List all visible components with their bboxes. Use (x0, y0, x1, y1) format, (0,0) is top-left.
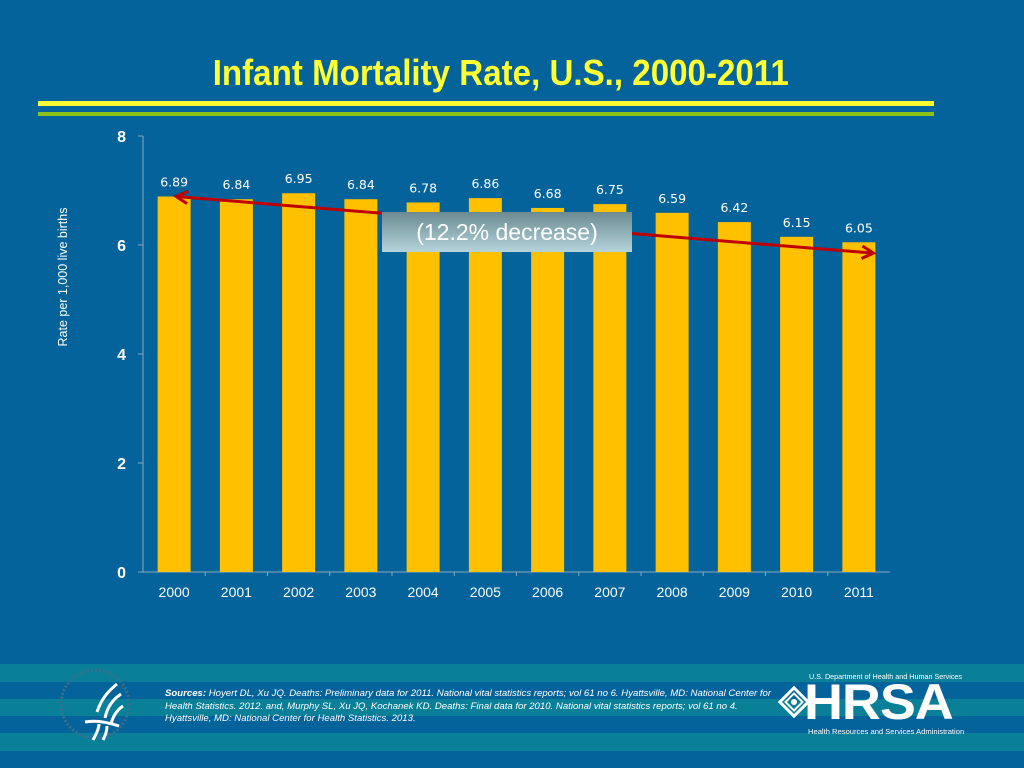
footer-stripe (0, 716, 1024, 733)
data-label-2002: 6.95 (285, 171, 313, 186)
sources-label: Sources: (165, 688, 207, 699)
bar-2011 (842, 242, 876, 572)
data-label-2008: 6.59 (658, 191, 686, 206)
x-tick-label-2008: 2008 (657, 584, 688, 600)
title-rule-yellow (38, 101, 934, 106)
hrsa-agency-line: Health Resources and Services Administra… (808, 727, 965, 736)
footer-stripe (0, 751, 1024, 768)
footer-stripe (0, 733, 1024, 751)
footer-stripe (0, 664, 1024, 682)
y-tick-label: 8 (117, 129, 126, 146)
data-label-2009: 6.42 (720, 200, 748, 215)
sources-citation: Sources: Hoyert DL, Xu JQ. Deaths: Preli… (165, 688, 775, 726)
bar-2008 (655, 212, 689, 572)
decrease-callout: (12.2% decrease) (382, 212, 632, 252)
hhs-eagle-seal-icon (59, 668, 131, 741)
hrsa-knot-icon (777, 685, 811, 719)
bar-2000 (157, 196, 191, 572)
y-tick-label: 2 (117, 456, 126, 473)
data-label-2005: 6.86 (471, 176, 499, 191)
bar-2007 (593, 204, 627, 572)
bar-chart: 6.89 6.84 6.95 6.84 6.78 6.86 6.68 6.75 6.59 6.42… (56, 129, 890, 600)
bar-2005 (468, 198, 502, 572)
y-tick-label: 4 (117, 347, 126, 364)
x-tick-label-2003: 2003 (345, 584, 376, 600)
bar-2010 (780, 236, 814, 572)
chart-bars (157, 193, 876, 573)
hrsa-wordmark: HRSA (804, 674, 954, 730)
data-label-2011: 6.05 (845, 220, 873, 235)
footer-stripe (0, 682, 1024, 699)
data-label-2007: 6.75 (596, 182, 624, 197)
slide-title: Infant Mortality Rate, U.S., 2000-2011 (212, 52, 789, 93)
x-tick-label-2001: 2001 (221, 584, 252, 600)
bar-2002 (282, 193, 316, 572)
sources-text: Hoyert DL, Xu JQ. Deaths: Preliminary da… (165, 688, 772, 724)
data-label-2010: 6.15 (783, 215, 811, 230)
bar-2001 (219, 199, 253, 572)
chart-x-tick-labels: 2000 2001 2002 2003 2004 2005 2006 2007 2008 2009… (159, 584, 875, 600)
x-tick-label-2004: 2004 (408, 584, 439, 600)
data-label-2003: 6.84 (347, 177, 375, 192)
x-tick-label-2007: 2007 (594, 584, 625, 600)
x-tick-label-2010: 2010 (781, 584, 812, 600)
data-label-2000: 6.89 (160, 174, 188, 189)
hrsa-department-line: U.S. Department of Health and Human Serv… (809, 672, 963, 681)
trend-arrowhead-right (860, 244, 877, 260)
bar-2003 (344, 199, 378, 572)
x-tick-label-2009: 2009 (719, 584, 750, 600)
data-label-2004: 6.78 (409, 180, 437, 195)
bar-2004 (406, 202, 440, 573)
bar-2009 (717, 222, 751, 573)
bar-2006 (531, 207, 565, 572)
x-tick-label-2005: 2005 (470, 584, 501, 600)
footer-band (0, 664, 1024, 768)
title-rule-green (38, 112, 934, 116)
y-tick-label: 0 (117, 565, 126, 582)
data-label-2001: 6.84 (222, 177, 250, 192)
x-tick-label-2000: 2000 (159, 584, 190, 600)
footer-stripe (0, 699, 1024, 716)
x-tick-label-2002: 2002 (283, 584, 314, 600)
y-tick-label: 6 (117, 238, 126, 255)
trend-arrowhead-left (173, 189, 189, 205)
x-tick-label-2006: 2006 (532, 584, 563, 600)
x-tick-label-2011: 2011 (844, 584, 874, 600)
chart-y-tick-labels: 0 2 4 6 8 (117, 129, 126, 582)
chart-axes (138, 135, 890, 576)
y-axis-label: Rate per 1,000 live births (56, 208, 70, 347)
data-label-2006: 6.68 (534, 186, 562, 201)
hrsa-logo: U.S. Department of Health and Human Serv… (776, 670, 976, 740)
chart-data-labels: 6.89 6.84 6.95 6.84 6.78 6.86 6.68 6.75 6.59 6.42… (160, 171, 873, 235)
